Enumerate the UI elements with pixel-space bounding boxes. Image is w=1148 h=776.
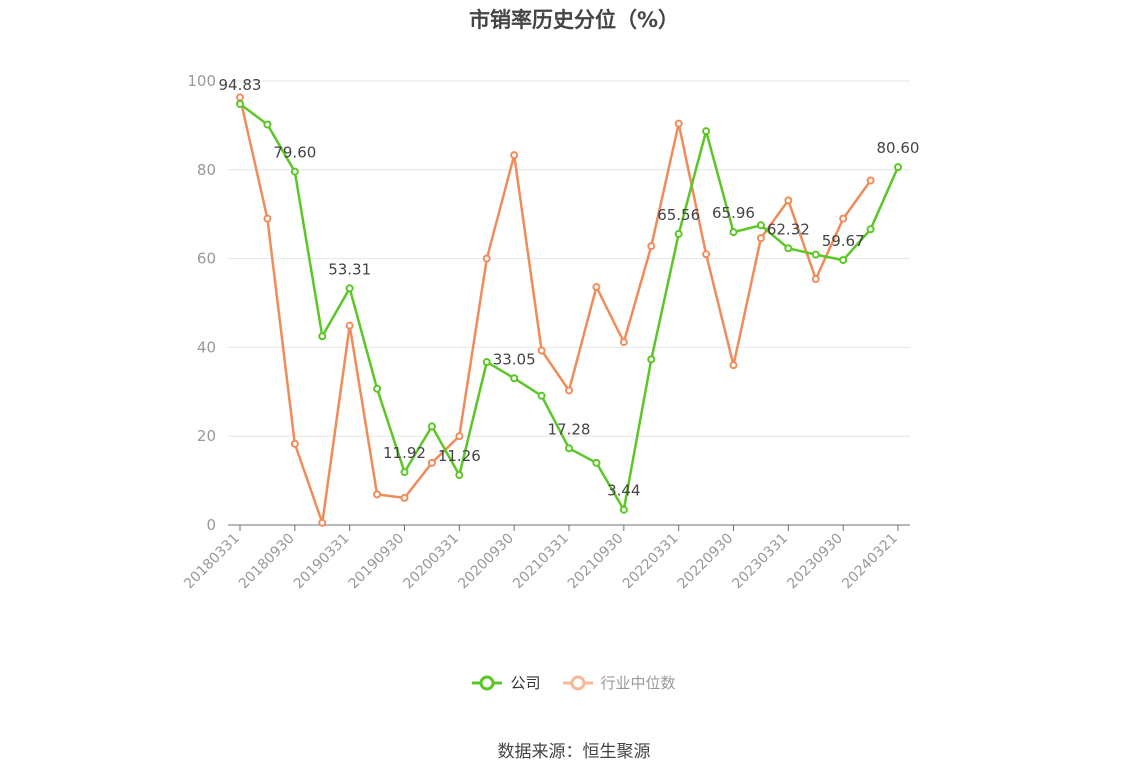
series-0-point-20231231: [866, 225, 875, 234]
series-1-point-20180630: [263, 214, 272, 223]
series-1-point-20230930: [839, 214, 848, 223]
data-label-20190331: 53.31: [328, 260, 371, 278]
series-0-point-20210930: [619, 505, 628, 514]
series-0-point-20201231: [537, 391, 546, 400]
series-1-point-20180331: [236, 93, 244, 102]
y-tick-label-0: 0: [206, 516, 216, 534]
series-line-1: [238, 97, 872, 525]
series-0-point-20210331: [565, 444, 573, 453]
x-tick-label-20220331: 20220331: [620, 531, 682, 593]
series-1-point-20210930: [619, 338, 628, 347]
series-1-point-20230331: [784, 196, 793, 205]
y-tick-label-40: 40: [197, 338, 216, 356]
series-0-point-20191231: [427, 422, 436, 431]
series-0-point-20190630: [373, 384, 382, 393]
series-0-point-20200331: [455, 471, 464, 480]
x-tick-label-20210331: 20210331: [510, 531, 572, 593]
legend-company-label: 公司: [510, 674, 541, 692]
series-1-point-20190331: [345, 321, 354, 330]
series-1-point-20200630: [482, 254, 491, 263]
y-tick-label-60: 60: [197, 250, 216, 268]
data-label-20230930: 59.67: [822, 232, 865, 250]
x-tick-label-20210930: 20210930: [565, 531, 627, 593]
data-label-20220930: 65.96: [712, 204, 755, 222]
series-1-point-20210630: [592, 283, 601, 292]
series-1-point-20220630: [702, 250, 711, 259]
data-source-note: 数据来源：恒生聚源: [497, 742, 651, 762]
series-0-point-20180630: [263, 120, 272, 129]
series-1-point-20180930: [290, 439, 299, 448]
series-0-point-20181231: [318, 332, 327, 341]
series-0-point-20190331: [345, 284, 354, 293]
series-1-point-20221231: [756, 234, 765, 243]
series-0-point-20180930: [290, 167, 299, 176]
series-0-point-20240321: [894, 163, 902, 172]
series-0-point-20230331: [784, 244, 793, 253]
series-1-point-20200331: [455, 432, 464, 441]
data-label-20200930: 33.05: [493, 350, 536, 368]
y-tick-label-100: 100: [187, 72, 216, 90]
x-tick-label-20230930: 20230930: [784, 531, 846, 593]
series-1-point-20231231: [866, 176, 875, 185]
x-tick-label-20200930: 20200930: [455, 531, 517, 593]
data-label-20180331: 94.83: [219, 76, 262, 94]
series-1-point-20230630: [811, 275, 820, 284]
data-label-20200331: 11.26: [438, 447, 481, 465]
data-label-20240321: 80.60: [877, 139, 920, 157]
series-1-point-20181231: [318, 518, 327, 527]
series-1-point-20201231: [537, 346, 546, 355]
series-1-point-20220930: [729, 361, 738, 370]
legend-company-marker-icon: [472, 675, 503, 690]
series-0-point-20190930: [400, 468, 409, 477]
series-1-point-20210331: [565, 386, 573, 395]
series-0-point-20220630: [702, 127, 711, 136]
data-label-20220331: 65.56: [657, 206, 700, 224]
data-label-20230331: 62.32: [767, 220, 810, 238]
series-1-point-20190930: [400, 493, 409, 502]
series-0-point-20220331: [674, 229, 683, 238]
series-0-point-20200630: [482, 358, 491, 367]
series-1-point-20211231: [647, 242, 656, 251]
data-label-20210331: 17.28: [548, 420, 591, 438]
legend-industry-label: 行业中位数: [600, 674, 676, 692]
x-tick-label-20220930: 20220930: [675, 531, 737, 593]
x-tick-label-20230331: 20230331: [729, 531, 791, 593]
series-0-point-20230630: [811, 250, 820, 259]
series-0-point-20211231: [647, 355, 656, 364]
x-tick-label-20240321: 20240321: [839, 531, 901, 593]
series-1-point-20220331: [674, 119, 683, 128]
data-label-20190930: 11.92: [383, 444, 426, 462]
x-tick-label-20190331: 20190331: [291, 531, 353, 593]
series-0-point-20180331: [236, 99, 244, 108]
series-1-point-20190630: [373, 490, 382, 499]
x-tick-label-20200331: 20200331: [400, 531, 462, 593]
legend-item-industry-median[interactable]: 行业中位数: [562, 672, 676, 693]
x-tick-label-20190930: 20190930: [346, 531, 408, 593]
data-label-20180930: 79.60: [273, 144, 316, 162]
series-0-point-20220930: [729, 228, 738, 237]
chart-title: 市销率历史分位（%）: [468, 8, 680, 32]
series-1-point-20191231: [427, 458, 436, 467]
x-tick-label-20180331: 20180331: [181, 531, 243, 593]
legend: 公司 行业中位数: [0, 672, 1148, 693]
series-0-point-20230930: [839, 256, 848, 265]
series-0-point-20200930: [510, 374, 519, 383]
series-0-point-20210630: [592, 458, 601, 467]
legend-industry-marker-icon: [562, 675, 593, 690]
data-label-20210930: 3.44: [607, 482, 640, 500]
y-tick-label-80: 80: [197, 161, 216, 179]
series-1-point-20200930: [510, 151, 519, 160]
legend-item-company[interactable]: 公司: [472, 672, 541, 693]
x-tick-label-20180930: 20180930: [236, 531, 298, 593]
y-tick-label-20: 20: [197, 427, 216, 445]
series-0-point-20221231: [756, 221, 765, 230]
